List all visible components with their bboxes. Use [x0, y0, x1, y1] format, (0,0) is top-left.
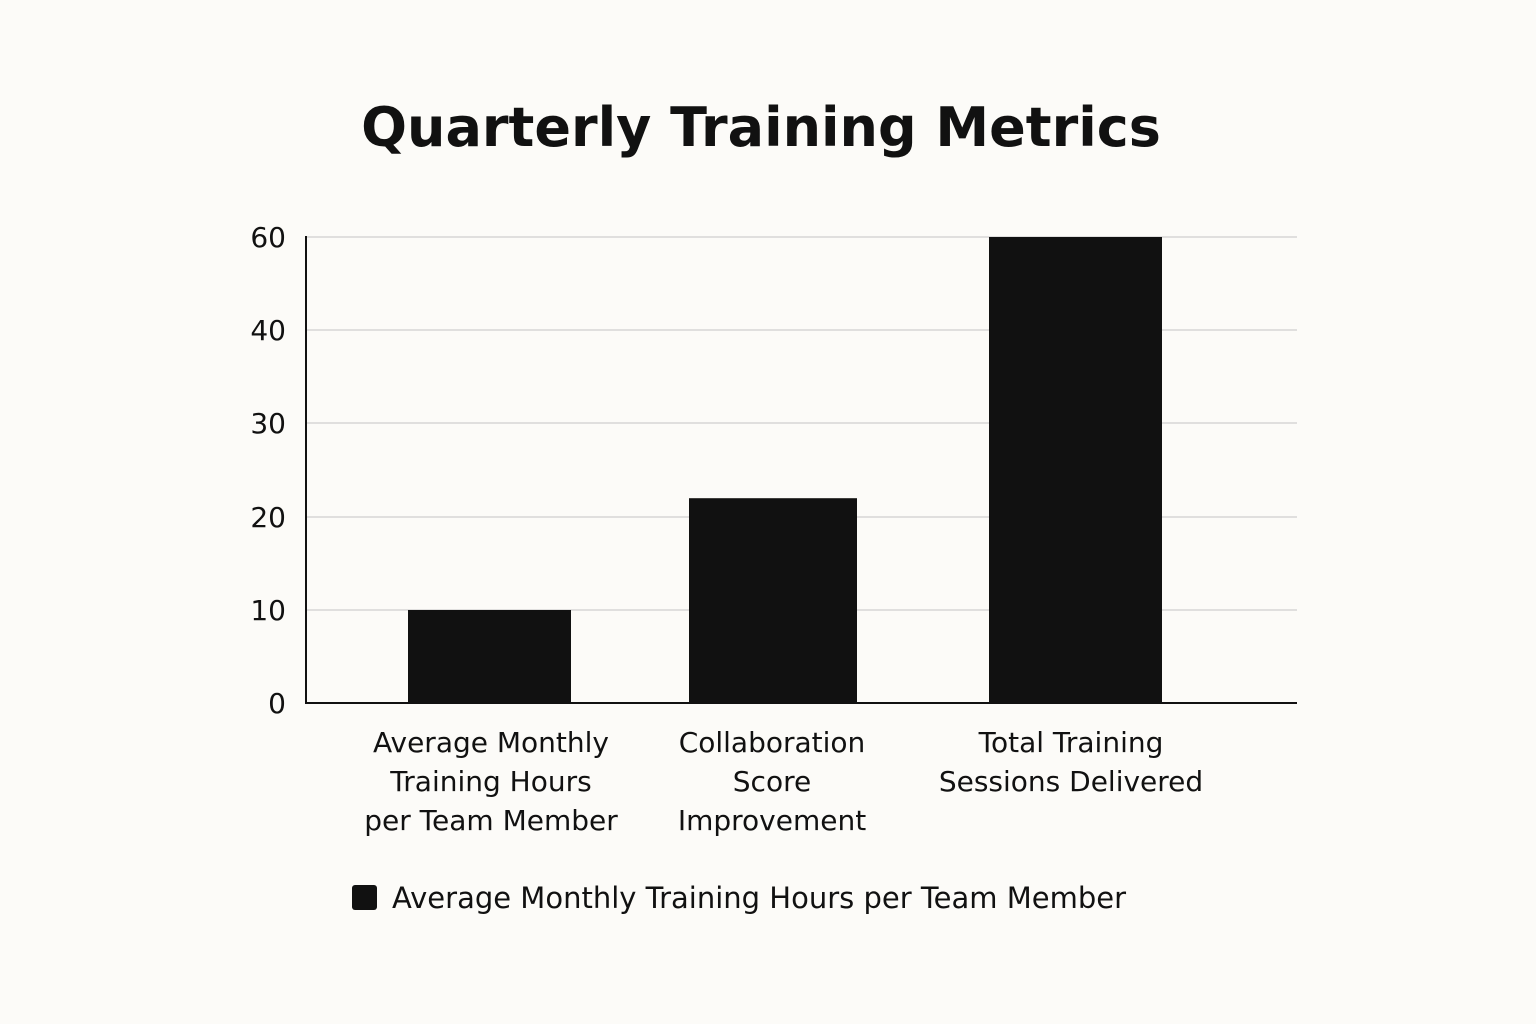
y-tick-label: 40 — [250, 314, 286, 347]
x-category-label-line: Training Hours — [389, 765, 591, 798]
y-tick-label: 10 — [250, 594, 286, 627]
chart-title: Quarterly Training Metrics — [361, 96, 1161, 159]
legend-swatch — [352, 885, 377, 910]
x-category-label-line: Collaboration — [679, 726, 866, 759]
x-category-label: Average Monthly Training Hours per Team Me… — [364, 726, 618, 837]
x-category-label-line: per Team Member — [364, 804, 618, 837]
x-category-label-line: Improvement — [678, 804, 866, 837]
legend-label: Average Monthly Training Hours per Team … — [392, 881, 1126, 915]
x-category-label-line: Sessions Delivered — [939, 765, 1203, 798]
bars — [408, 237, 1162, 703]
y-tick-label: 0 — [268, 687, 286, 720]
x-category-label-line: Score — [733, 765, 811, 798]
bar — [689, 498, 857, 703]
x-axis-labels: Average Monthly Training Hours per Team Me… — [364, 726, 1203, 837]
y-tick-label: 20 — [250, 501, 286, 534]
bar — [408, 610, 571, 703]
x-category-label: Total Training Sessions Delivered — [939, 726, 1203, 798]
y-tick-label: 60 — [250, 221, 286, 254]
y-axis-ticks: 0 10 20 30 40 60 — [250, 221, 286, 720]
bar — [989, 237, 1162, 703]
x-category-label-line: Total Training — [978, 726, 1164, 759]
x-category-label-line: Average Monthly — [373, 726, 609, 759]
y-tick-label: 30 — [250, 407, 286, 440]
legend: Average Monthly Training Hours per Team … — [352, 881, 1126, 915]
x-category-label: Collaboration Score Improvement — [678, 726, 866, 837]
